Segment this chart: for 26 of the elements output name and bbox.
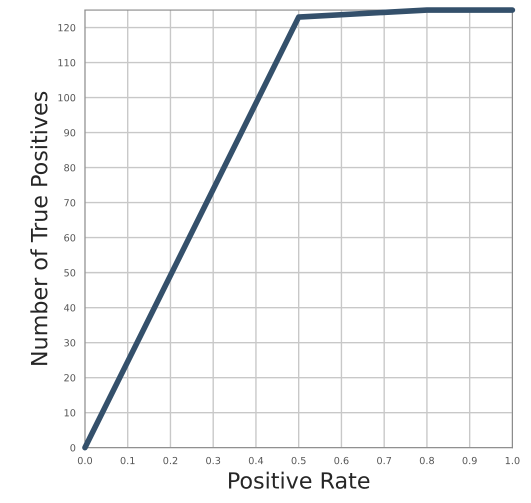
y-tick-label: 10 bbox=[64, 409, 76, 416]
y-tick-label: 100 bbox=[58, 94, 76, 102]
y-tick-label: 20 bbox=[64, 374, 76, 382]
y-tick-label: 110 bbox=[58, 59, 76, 66]
x-tick-label: 0.0 bbox=[78, 456, 92, 464]
x-tick-label: 0.2 bbox=[163, 456, 178, 464]
y-tick-label: 60 bbox=[64, 234, 76, 242]
y-tick-label: 120 bbox=[58, 24, 76, 32]
x-tick-label: 0.5 bbox=[292, 456, 306, 464]
x-tick-label: 0.3 bbox=[206, 456, 220, 464]
y-axis-title: Number of True Positives bbox=[30, 92, 48, 365]
y-tick-label: 30 bbox=[64, 339, 76, 346]
y-tick-label: 80 bbox=[64, 164, 76, 172]
y-tick-label: 50 bbox=[64, 269, 76, 276]
x-axis-title: Positive Rate bbox=[229, 472, 370, 489]
y-tick-label: 40 bbox=[64, 304, 76, 312]
x-tick-label: 1.0 bbox=[506, 456, 520, 464]
x-tick-label: 0.6 bbox=[334, 456, 349, 464]
y-tick-label: 70 bbox=[64, 199, 76, 206]
x-tick-label: 0.9 bbox=[462, 456, 477, 464]
y-tick-label: 90 bbox=[64, 129, 76, 136]
x-tick-label: 0.4 bbox=[248, 456, 264, 464]
x-tick-label: 0.7 bbox=[377, 456, 392, 464]
x-tick-label: 0.1 bbox=[120, 456, 135, 464]
x-tick-label: 0.8 bbox=[420, 456, 434, 464]
y-tick-label: 0 bbox=[70, 444, 76, 452]
